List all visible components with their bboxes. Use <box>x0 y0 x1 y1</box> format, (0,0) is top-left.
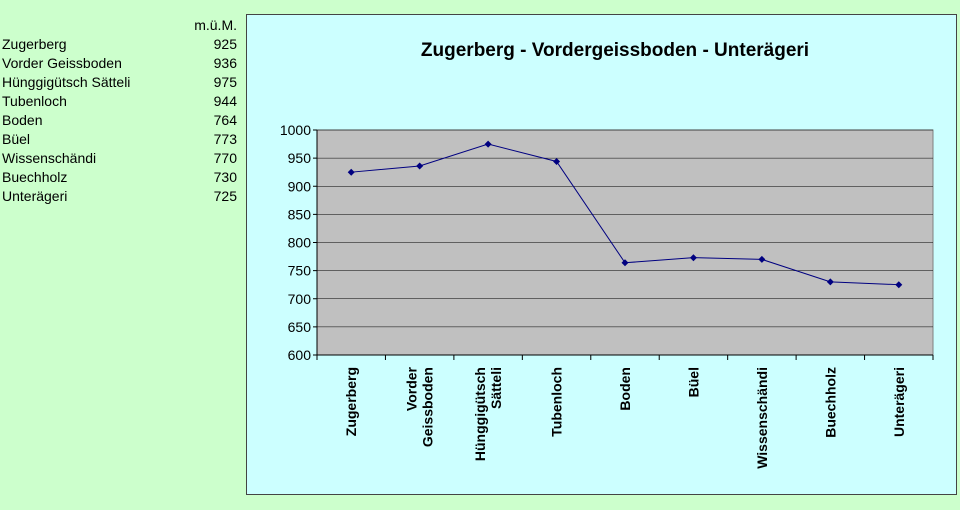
row-name: Tubenloch <box>2 93 67 109</box>
x-tick-label: Wissenschändi <box>754 367 770 469</box>
row-value: 936 <box>213 55 237 71</box>
unit-header: m.ü.M. <box>194 17 237 33</box>
row-value: 730 <box>213 169 237 185</box>
x-tick-label-line: Tubenloch <box>549 367 565 437</box>
table-row: Hünggigütsch Sätteli 975 <box>2 74 237 93</box>
data-point <box>826 278 834 286</box>
row-name: Boden <box>2 112 43 128</box>
row-name: Wissenschändi <box>2 150 97 166</box>
row-value: 773 <box>213 131 237 147</box>
data-point <box>758 255 766 263</box>
row-value: 975 <box>213 74 237 90</box>
row-value: 725 <box>213 188 237 204</box>
data-point <box>621 259 629 267</box>
row-value: 925 <box>213 36 237 52</box>
y-tick-label: 850 <box>288 206 312 222</box>
y-tick-label: 800 <box>288 235 312 251</box>
y-tick-label: 900 <box>288 178 312 194</box>
y-tick-label: 950 <box>288 150 312 166</box>
data-point <box>895 281 903 289</box>
chart-title: Zugerberg - Vordergeissboden - Unteräger… <box>421 40 809 61</box>
x-tick-label-line: Hünggigütsch <box>472 367 488 461</box>
row-value: 764 <box>213 112 237 128</box>
y-tick-label: 1000 <box>280 122 311 138</box>
table-row: Boden 764 <box>2 112 237 131</box>
y-tick-label: 700 <box>288 291 312 307</box>
chart-area: Zugerberg - Vordergeissboden - Unteräger… <box>246 14 957 495</box>
table-row: Tubenloch 944 <box>2 93 237 112</box>
x-tick-label: Boden <box>617 367 633 411</box>
x-tick-label-line: Boden <box>617 367 633 411</box>
data-point <box>347 168 355 176</box>
y-tick-label: 600 <box>288 347 312 363</box>
data-point <box>416 162 424 170</box>
table-row: Vorder Geissboden 936 <box>2 55 237 74</box>
x-tick-label-line: Wissenschändi <box>754 367 770 469</box>
data-point <box>553 158 561 165</box>
x-tick-label: Zugerberg <box>343 367 359 436</box>
row-name: Hünggigütsch Sätteli <box>2 74 131 90</box>
table-row: Wissenschändi 770 <box>2 150 237 169</box>
x-tick-label: Tubenloch <box>549 367 565 437</box>
elevation-table: Zugerberg 925 Vorder Geissboden 936 Hünggigü… <box>2 36 237 207</box>
x-tick-label-line: Unterägeri <box>891 367 907 437</box>
row-value: 944 <box>213 93 237 109</box>
chart-svg: Zugerberg - Vordergeissboden - Unteräger… <box>280 40 934 469</box>
row-name: Vorder Geissboden <box>2 55 122 71</box>
row-name: Unterägeri <box>2 188 68 204</box>
row-value: 770 <box>213 150 237 166</box>
x-tick-label-line: Vorder <box>404 366 420 411</box>
x-tick-label: Unterägeri <box>891 367 907 437</box>
x-tick-label: Büel <box>685 367 701 397</box>
row-name: Buechholz <box>2 169 68 185</box>
x-tick-label-line: Geissboden <box>420 367 436 447</box>
y-tick-label: 750 <box>288 263 312 279</box>
y-tick-label: 650 <box>288 319 312 335</box>
table-row: Zugerberg 925 <box>2 36 237 55</box>
row-name: Büel <box>2 131 31 147</box>
data-point <box>484 140 492 148</box>
x-tick-label-line: Sätteli <box>488 367 504 409</box>
row-name: Zugerberg <box>2 36 67 52</box>
table-row: Unterägeri 725 <box>2 188 237 207</box>
x-tick-label: Hünggigütsch Sätteli <box>472 367 504 461</box>
table-row: Büel 773 <box>2 131 237 150</box>
x-tick-label-line: Buechholz <box>822 367 838 438</box>
x-tick-label-line: Büel <box>685 367 701 397</box>
x-tick-label: Vorder Geissboden <box>404 366 436 447</box>
x-tick-label: Buechholz <box>822 367 838 438</box>
table-row: Buechholz 730 <box>2 169 237 188</box>
data-point <box>689 254 697 262</box>
x-tick-label-line: Zugerberg <box>343 367 359 436</box>
